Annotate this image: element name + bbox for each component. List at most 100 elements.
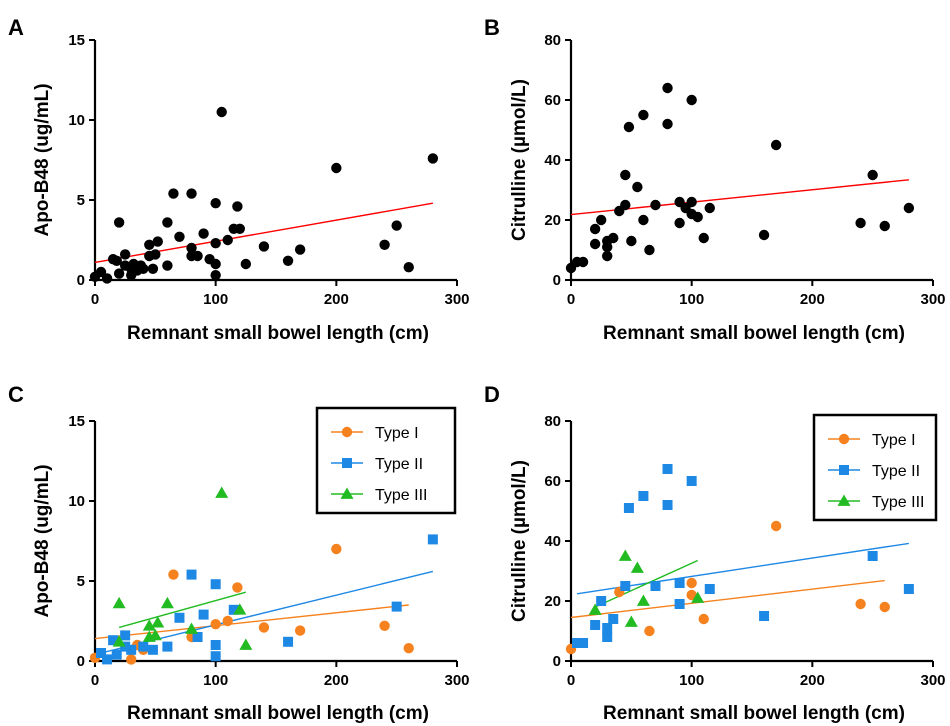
data-point — [186, 188, 196, 198]
data-point — [102, 654, 112, 664]
x-tick-label: 200 — [800, 672, 825, 689]
data-point — [113, 597, 126, 608]
data-point — [699, 233, 709, 243]
data-point — [637, 595, 650, 606]
data-point — [904, 584, 914, 594]
y-tick-label: 5 — [77, 573, 85, 590]
data-point — [199, 610, 209, 620]
data-point — [771, 140, 781, 150]
data-point — [602, 632, 612, 642]
data-point — [625, 616, 638, 627]
y-axis-label: Citrulline (µmol/L) — [509, 460, 530, 622]
data-point — [150, 249, 160, 259]
data-point — [675, 578, 685, 588]
data-point — [705, 584, 715, 594]
series-type-ii — [96, 534, 438, 664]
data-point — [148, 264, 158, 274]
legend-marker — [342, 427, 352, 437]
x-axis-label: Remnant small bowel length (cm) — [603, 323, 905, 344]
data-point — [331, 163, 341, 173]
data-point — [161, 597, 174, 608]
data-point — [295, 244, 305, 254]
x-tick-label: 100 — [203, 291, 228, 308]
data-point — [174, 232, 184, 242]
data-point — [705, 203, 715, 213]
data-point — [674, 218, 684, 228]
data-point — [217, 107, 227, 117]
y-tick-label: 60 — [544, 473, 561, 490]
data-point — [880, 602, 890, 612]
x-tick-label: 300 — [920, 672, 945, 689]
data-point — [232, 201, 242, 211]
data-point — [675, 599, 685, 609]
data-point — [904, 203, 914, 213]
y-tick-label: 40 — [544, 152, 561, 169]
data-point — [596, 596, 606, 606]
data-point — [638, 215, 648, 225]
y-tick-label: 80 — [544, 32, 561, 49]
data-point — [331, 544, 341, 554]
data-point — [392, 602, 402, 612]
data-point — [650, 581, 660, 591]
data-point — [624, 503, 634, 513]
data-point — [662, 119, 672, 129]
data-point — [126, 654, 136, 664]
data-point — [259, 622, 269, 632]
data-point — [608, 233, 618, 243]
data-point — [168, 569, 178, 579]
data-point — [168, 188, 178, 198]
x-tick-label: 200 — [800, 291, 825, 308]
x-tick-label: 0 — [567, 672, 575, 689]
data-point — [210, 619, 220, 629]
y-tick-label: 10 — [68, 493, 85, 510]
legend-marker — [839, 465, 849, 475]
data-point — [578, 638, 588, 648]
data-point — [644, 245, 654, 255]
legend-marker — [839, 434, 849, 444]
data-point — [215, 487, 228, 498]
data-point — [578, 257, 588, 267]
data-point — [771, 521, 781, 531]
y-tick-label: 0 — [77, 653, 85, 670]
data-point — [162, 260, 172, 270]
panel-letter: A — [8, 15, 24, 40]
y-tick-label: 5 — [77, 192, 85, 209]
legend-label: Type III — [375, 487, 427, 504]
fit-line — [95, 605, 409, 639]
data-point — [638, 110, 648, 120]
data-point — [283, 256, 293, 266]
data-point — [602, 623, 612, 633]
fit-line — [571, 581, 885, 618]
data-point — [174, 613, 184, 623]
data-point — [283, 637, 293, 647]
y-tick-label: 15 — [68, 32, 85, 49]
data-point — [693, 212, 703, 222]
data-point — [644, 626, 654, 636]
x-tick-label: 0 — [91, 672, 99, 689]
y-tick-label: 20 — [544, 593, 561, 610]
data-point — [404, 262, 414, 272]
data-point — [855, 218, 865, 228]
x-axis-label: Remnant small bowel length (cm) — [127, 323, 429, 344]
data-point — [148, 645, 158, 655]
legend-label: Type I — [375, 425, 419, 442]
legend: Type I Type II Type III — [814, 415, 936, 520]
data-point — [590, 239, 600, 249]
data-point — [102, 273, 112, 283]
data-point — [428, 534, 438, 544]
data-point — [114, 217, 124, 227]
y-tick-label: 40 — [544, 533, 561, 550]
data-point — [223, 235, 233, 245]
panel-a: A 0 100 200 300 0 5 10 15 Remnant small bowel len… — [8, 15, 470, 344]
data-point — [759, 611, 769, 621]
legend-label: Type III — [872, 494, 924, 511]
data-point — [590, 224, 600, 234]
data-point — [759, 230, 769, 240]
y-tick-label: 80 — [544, 413, 561, 430]
series-type-iii — [113, 487, 253, 650]
data-point — [880, 221, 890, 231]
data-point — [631, 562, 644, 573]
legend-label: Type I — [872, 432, 916, 449]
data-point — [699, 614, 709, 624]
